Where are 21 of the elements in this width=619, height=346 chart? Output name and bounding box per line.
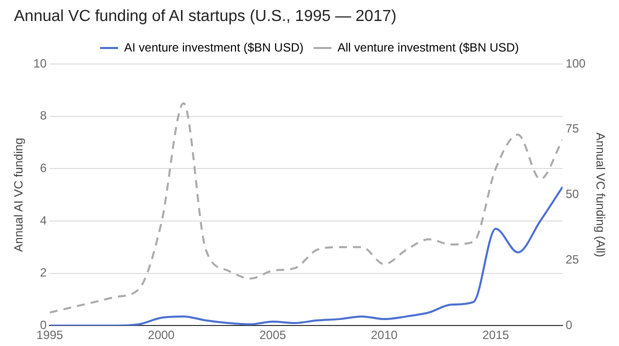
- legend-label: All venture investment ($BN USD): [338, 40, 519, 54]
- y2-tick-label: 50: [566, 187, 580, 202]
- x-tick-label: 2010: [370, 328, 398, 342]
- y2-tick-label: 25: [566, 252, 580, 267]
- x-tick-label: 2015: [482, 328, 510, 342]
- line-series: [50, 186, 563, 326]
- y2-axis-title: Annual VC funding (All): [593, 132, 608, 258]
- line-series: [50, 102, 563, 314]
- y2-tick-label: 100: [566, 56, 586, 70]
- y2-tick-label: 75: [566, 122, 580, 136]
- chart-title: Annual VC funding of AI startups (U.S., 1995 — 2017): [14, 8, 396, 26]
- x-tick-label: 2000: [148, 328, 175, 342]
- y-tick-label: 2: [40, 266, 48, 280]
- y-tick-label: 10: [33, 56, 48, 70]
- y-tick-label: 6: [40, 160, 48, 175]
- y-tick-label: 8: [40, 108, 48, 123]
- y2-tick-label: 0: [566, 318, 573, 332]
- y-tick-label: 4: [40, 213, 48, 228]
- x-tick-label: 2005: [259, 328, 286, 342]
- y-axis-title: Annual AI VC funding: [12, 138, 26, 252]
- legend-label: AI venture investment ($BN USD): [124, 40, 304, 54]
